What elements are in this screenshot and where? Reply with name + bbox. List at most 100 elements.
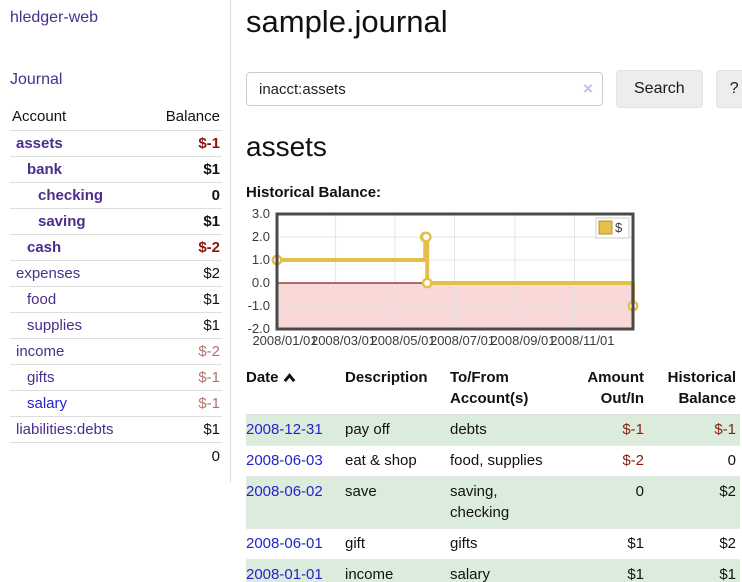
search-button[interactable]: Search [616,70,703,108]
account-row: gifts $-1 [10,364,222,391]
account-row: expenses $2 [10,260,222,287]
search-input[interactable] [246,72,603,106]
chart-box: $3.0 2.0 1.0 0.0 -1.0 -2.0 2008/01/01 2008/03/0… [246,207,742,349]
transaction-date-link[interactable]: 2008-12-31 [246,421,323,438]
register-col-balance: Historical Balance [648,365,740,415]
svg-text:2008/01/01: 2008/01/01 [252,333,317,348]
transaction-amount: 0 [560,475,648,529]
account-row: saving $1 [10,208,222,235]
account-link[interactable]: liabilities:debts [16,421,114,438]
transaction-date-link[interactable]: 2008-01-01 [246,565,323,582]
account-link[interactable]: supplies [27,317,83,334]
account-heading: assets [246,131,327,162]
transaction-row: 2008-06-03 eat & shop food, supplies $-2… [246,444,740,476]
account-name-cell: bank [10,156,147,183]
transaction-accounts: debts [450,421,487,438]
account-link[interactable]: bank [27,161,63,178]
accounts-col-account: Account [10,104,147,131]
account-link[interactable]: saving [38,213,86,230]
account-row: salary $-1 [10,390,222,417]
transaction-accounts: saving, checking [450,475,560,529]
sidebar: hledger-web Journal Account Balance asse… [0,0,231,483]
accounts-total-spacer [10,442,147,469]
account-balance: $1 [146,416,222,443]
account-row: food $1 [10,286,222,313]
transaction-accounts: gifts [450,528,560,560]
account-link[interactable]: gifts [27,369,55,386]
transaction-date-cell: 2008-06-01 [246,528,345,560]
svg-text:1.0: 1.0 [252,252,270,267]
account-name-cell: expenses [10,260,147,287]
historical-balance-chart: $3.0 2.0 1.0 0.0 -1.0 -2.02008/01/012008/03/0… [248,207,639,348]
register-col-date[interactable]: Date [246,365,345,415]
accounts-total-row: 0 [10,442,222,469]
account-row: cash $-2 [10,234,222,261]
svg-text:3.0: 3.0 [252,207,270,221]
account-name-cell: saving [10,208,147,235]
transaction-description: save [345,475,450,529]
svg-text:0.0: 0.0 [252,275,270,290]
account-balance: $-1 [146,364,222,391]
account-balance: $-1 [146,130,222,157]
svg-text:2008/07/01: 2008/07/01 [430,333,495,348]
transaction-amount: $-1 [622,421,644,438]
search-help-button[interactable]: ? [715,70,742,108]
svg-text:2008/11/01: 2008/11/01 [550,333,614,348]
account-link[interactable]: income [16,343,65,360]
transaction-row: 2008-01-01 income salary $1 $1 [246,558,740,582]
account-link[interactable]: food [27,291,57,308]
account-row: liabilities:debts $1 [10,416,222,443]
transaction-accounts: salary [450,558,560,582]
transaction-date-link[interactable]: 2008-06-03 [246,451,323,469]
account-name-cell: checking [10,182,147,209]
page-title: sample.journal [246,4,448,39]
accounts-table-body: assets $-1 bank $1 checking 0 saving $1 … [10,130,222,443]
account-balance: $1 [146,208,222,235]
svg-text:2008/03/01: 2008/03/01 [311,333,376,348]
account-balance: 0 [146,182,222,209]
sidebar-nav: Journal [10,71,222,89]
account-name-cell: cash [10,234,147,261]
transaction-accounts: food, supplies [450,444,560,476]
transaction-date-link[interactable]: 2008-06-02 [246,482,323,500]
accounts-header-row: Account Balance [10,104,222,131]
transaction-description: gift [345,528,450,560]
account-name-cell: income [10,338,147,365]
account-link[interactable]: salary [27,395,68,412]
clear-search-icon[interactable]: × [583,79,593,98]
transaction-date-cell: 2008-06-02 [246,475,345,529]
account-name-cell: supplies [10,312,147,339]
accounts-table: Account Balance assets $-1 bank $1 check… [10,104,222,469]
account-balance: $1 [146,312,222,339]
chart-title: Historical Balance: [246,184,382,201]
transaction-row: 2008-12-31 pay off debts $-1 $-1 [246,414,740,446]
svg-text:2008/09/01: 2008/09/01 [490,333,555,348]
account-balance: $1 [146,286,222,313]
account-link[interactable]: assets [16,135,63,152]
svg-text:2.0: 2.0 [252,229,270,244]
account-row: checking 0 [10,182,222,209]
register-table: Date Description To/From Account(s) Amou… [246,365,740,582]
search-input-wrap: × [246,72,603,106]
account-name-cell: food [10,286,147,313]
sidebar-item-journal[interactable]: Journal [10,71,63,88]
account-name-cell: liabilities:debts [10,416,147,443]
sort-ascending-icon [283,368,296,389]
register-header-row: Date Description To/From Account(s) Amou… [246,365,740,415]
transaction-date-link[interactable]: 2008-06-01 [246,535,323,552]
svg-text:-2.0: -2.0 [248,321,270,336]
account-row: bank $1 [10,156,222,183]
account-balance: $-1 [146,390,222,417]
transaction-amount: $-2 [560,444,648,476]
account-link[interactable]: cash [27,239,62,256]
transaction-amount: $1 [560,528,648,560]
app-brand-link[interactable]: hledger-web [10,9,99,26]
register-col-description: Description [345,365,450,415]
transaction-description: eat & shop [345,444,450,476]
account-name-cell: assets [10,130,147,157]
account-link[interactable]: expenses [16,265,81,282]
main-content: sample.journal × Search ? assets Histori… [231,0,742,582]
search-bar: × Search ? [246,70,742,108]
account-link[interactable]: checking [38,187,104,204]
